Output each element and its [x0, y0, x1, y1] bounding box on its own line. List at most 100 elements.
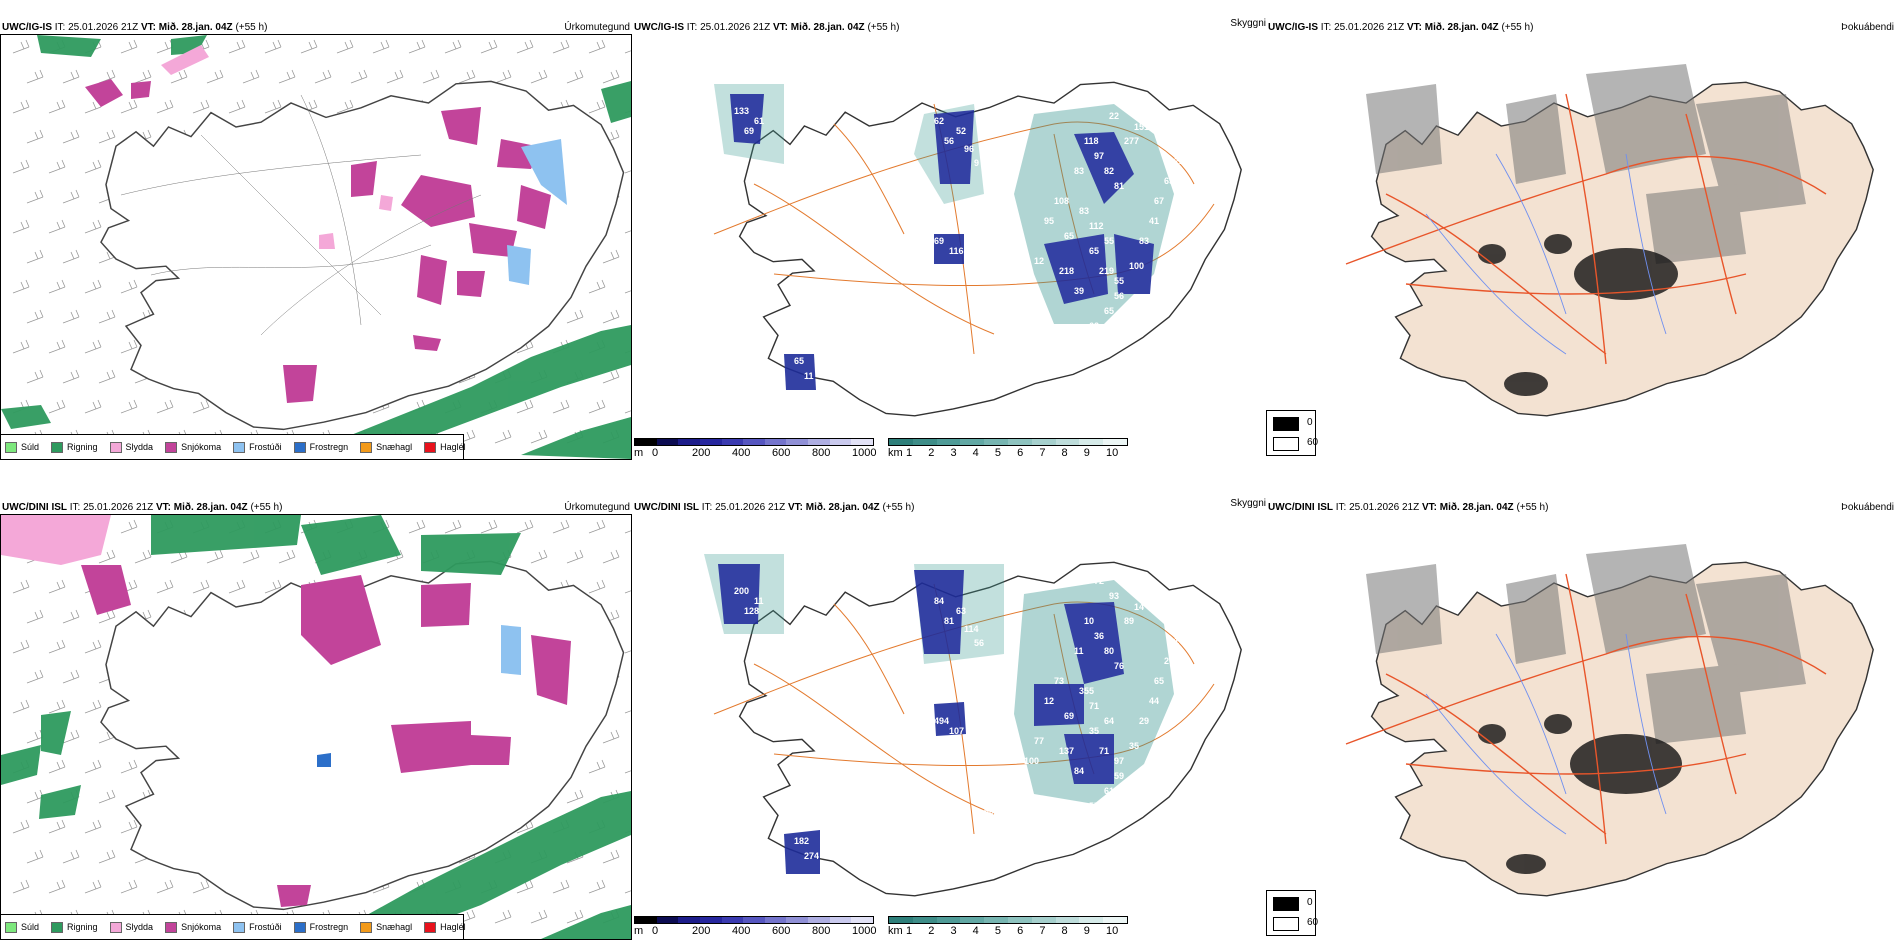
legend-label: Snjókoma — [181, 442, 222, 452]
vt-value: Mið. 28.jan. 04Z — [173, 502, 248, 513]
cloud-base-label: 69 — [1064, 711, 1074, 721]
cloud-base-label: 100 — [1129, 261, 1144, 271]
cloud-base-label: 69 — [744, 126, 754, 136]
cloud-base-label: 277 — [1124, 136, 1139, 146]
legend-label: Frostregn — [309, 442, 349, 452]
lead-time: (+55 h) — [1516, 502, 1549, 513]
fog-panel-row2: UWC/DINI ISL IT: 25.01.2026 21Z VT: Mið.… — [1266, 480, 1900, 950]
legend-item: Snæhagl — [360, 921, 412, 933]
vt-value: Mið. 28.jan. 04Z — [158, 22, 233, 33]
precip-title: Úrkomutegund — [564, 502, 630, 513]
cloud-base-label: 80 — [1104, 646, 1114, 656]
cloud-base-label: 84 — [934, 596, 944, 606]
cloud-base-label: 223 — [1174, 156, 1189, 166]
lead-time: (+55 h) — [882, 502, 915, 513]
fog-panel-row1: UWC/IG-IS IT: 25.01.2026 21Z VT: Mið. 28… — [1266, 0, 1900, 472]
cloud-base-label: 56 — [944, 136, 954, 146]
colorbar-tick: 0 — [652, 447, 659, 459]
colorbar-tick: 1 — [906, 925, 913, 937]
colorbar-tick: 7 — [1039, 925, 1046, 937]
precip-legend: Súld Rigning Slydda Snjókoma Frostúði Fr… — [0, 434, 466, 460]
legend-swatch — [424, 441, 437, 453]
vt-value: Mið. 28.jan. 04Z — [1439, 502, 1514, 513]
cloud-base-label: 56 — [1114, 291, 1124, 301]
cloud-base-label: 82 — [1104, 166, 1114, 176]
vt-label: VT: — [140, 22, 156, 33]
cloud-base-label: 114 — [964, 624, 979, 634]
colorbar-tick: 5 — [994, 925, 1001, 937]
colorbar-segment — [984, 439, 1008, 445]
colorbar-segment — [829, 439, 852, 445]
panel-header: UWC/IG-IS IT: 25.01.2026 21Z VT: Mið. 28… — [2, 22, 267, 34]
colorbar-segment — [699, 917, 722, 923]
cloud-base-label: 95 — [1044, 216, 1054, 226]
cloud-base-label: 69 — [934, 236, 944, 246]
cloud-base-label: 65 — [1104, 306, 1114, 316]
colorbar-segment — [889, 439, 913, 445]
colorbar-segment — [1007, 439, 1032, 445]
fog-legend: 0 60 — [1266, 890, 1318, 936]
cloud-base-label: 35 — [1129, 741, 1139, 751]
precip-panel-row1: UWC/IG-IS IT: 25.01.2026 21Z VT: Mið. 28… — [0, 0, 634, 472]
cloud-title: Skyggni — [1230, 498, 1266, 509]
cloud-base-label: 62 — [934, 116, 944, 126]
colorbar-tick: 6 — [1017, 447, 1024, 459]
cloud-map: 1336169625652969128118978281831089565691… — [713, 81, 1242, 417]
legend-swatch — [5, 441, 17, 453]
cloud-base-label: 36 — [1094, 631, 1104, 641]
colorbar-segment — [912, 439, 937, 445]
colorbar-km — [888, 916, 1128, 924]
colorbar-segment — [960, 439, 985, 445]
fog-map — [1345, 64, 1874, 417]
colorbar-tick: 8 — [1061, 447, 1068, 459]
legend-item: Súld — [5, 921, 39, 933]
colorbar-segment — [635, 917, 657, 923]
visibility-colorbar: km 1 2 3 4 5 6 7 8 9 10 — [888, 916, 1128, 942]
legend-swatch — [1273, 437, 1299, 451]
cloud-base-label: 65 — [1064, 231, 1074, 241]
cloud-base-label: 107 — [984, 656, 999, 666]
cloud-title: Skyggni — [1230, 18, 1266, 29]
cloud-base-label: 52 — [956, 126, 966, 136]
cloud-base-label: 39 — [1074, 286, 1084, 296]
colorbar-tick: 800 — [812, 447, 831, 459]
legend-swatch — [51, 921, 64, 933]
colorbar-segment — [721, 439, 744, 445]
colorbar-segment — [764, 917, 787, 923]
legend-swatch — [360, 921, 373, 933]
cloud-base-label: 68 — [984, 806, 994, 816]
colorbar-tick: 3 — [950, 447, 957, 459]
lead-time: (+55 h) — [235, 22, 268, 33]
cloud-base-label: 112 — [1089, 221, 1104, 231]
cloud-base-label: 219 — [1099, 266, 1114, 276]
cloud-base-label: 65 — [794, 356, 804, 366]
fog-title: Þokuábendi — [1841, 22, 1894, 33]
colorbar-segment — [1031, 439, 1056, 445]
legend-label: Snæhagl — [376, 442, 413, 452]
cloud-base-label: 494 — [934, 716, 949, 726]
colorbar-segment — [829, 917, 852, 923]
precip-map — [1, 515, 634, 939]
colorbar-segment — [936, 439, 961, 445]
cloud-base-label: 274 — [804, 851, 819, 861]
precip-map — [1, 35, 634, 459]
colorbar-unit: m — [634, 447, 644, 459]
colorbar-tick: 4 — [972, 925, 979, 937]
cloud-base-label: 89 — [1124, 616, 1134, 626]
colorbar-tick: 10 — [1106, 925, 1119, 937]
precip-map-frame — [0, 514, 634, 940]
colorbar-tick: 10 — [1106, 447, 1119, 459]
cloud-base-label: 118 — [1084, 136, 1099, 146]
cloud-base-label: 67 — [1154, 196, 1164, 206]
colorbar-segment — [1103, 917, 1127, 923]
colorbar-segment — [889, 917, 913, 923]
legend-item: Snæhagl — [360, 441, 413, 453]
colorbar-m — [634, 916, 874, 924]
precip-map-frame — [0, 34, 634, 460]
legend-label: Haglél — [440, 922, 466, 932]
vt-value: Mið. 28.jan. 04Z — [805, 502, 880, 513]
cloud-base-label: 133 — [734, 106, 749, 116]
cloud-base-label: 11 — [1074, 646, 1084, 656]
cloud-base-label: 55 — [1114, 276, 1124, 286]
cloud-base-label: 72 — [1094, 576, 1104, 586]
